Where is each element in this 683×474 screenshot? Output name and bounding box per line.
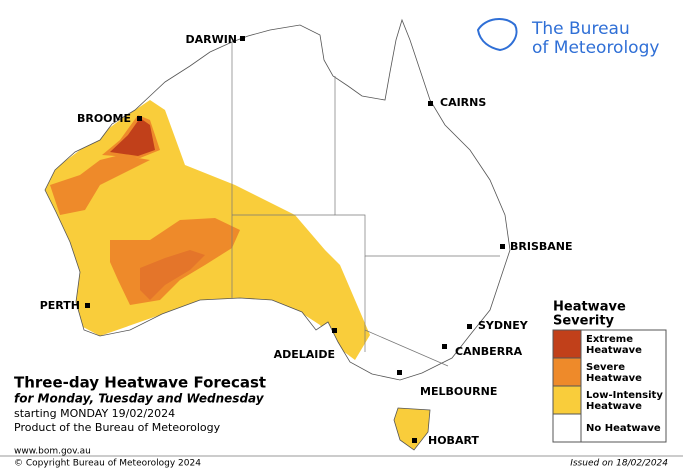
website: www.bom.gov.au	[14, 447, 91, 457]
legend: Heatwave Severity Extreme Heatwave Sever…	[552, 300, 667, 443]
city-label: BRISBANE	[510, 240, 573, 253]
city-label: CAIRNS	[440, 96, 486, 109]
legend-title: Heatwave	[553, 300, 626, 315]
legend-title: Severity	[553, 314, 615, 329]
city-label: SYDNEY	[478, 319, 529, 332]
legend-label: No Heatwave	[586, 423, 661, 434]
city-label: CANBERRA	[455, 345, 523, 358]
legend-swatch	[552, 385, 582, 415]
state-borders	[231, 42, 500, 367]
product: Product of the Bureau of Meteorology	[14, 421, 221, 434]
city-label: BROOME	[77, 112, 131, 125]
logo: The Bureau of Meteorology	[476, 18, 659, 58]
issued: Issued on 18/02/2024	[570, 459, 668, 469]
city-label: HOBART	[428, 434, 479, 447]
legend-label: Extreme	[586, 334, 633, 345]
extreme-area	[110, 118, 155, 156]
city-label: DARWIN	[185, 33, 237, 46]
legend-swatch	[552, 413, 582, 443]
city-label: ADELAIDE	[274, 348, 335, 361]
starting: starting MONDAY 19/02/2024	[14, 407, 175, 420]
legend-label: Heatwave	[586, 345, 642, 356]
legend-label: Severe	[586, 362, 625, 373]
city-label: MELBOURNE	[420, 385, 497, 398]
city-label: PERTH	[40, 299, 80, 312]
legend-swatch	[552, 329, 582, 359]
severe-area	[50, 155, 150, 215]
title: Three-day Heatwave Forecast	[14, 374, 266, 392]
heatwave-areas	[45, 100, 370, 360]
tasmania	[393, 407, 431, 451]
severe-area	[140, 250, 205, 300]
legend-label: Heatwave	[586, 373, 642, 384]
legend-box	[580, 329, 667, 443]
legend-label: Heatwave	[586, 401, 642, 412]
copyright: © Copyright Bureau of Meteorology 2024	[14, 459, 201, 469]
city-labels: DARWIN CAIRNS BROOME BRISBANE PERTH SYDNEY CAN…	[40, 33, 573, 447]
city-markers	[85, 36, 505, 443]
subtitle: for Monday, Tuesday and Wednesday	[14, 392, 265, 406]
legend-label: Low-Intensity	[586, 390, 663, 401]
logo-text: The Bureau	[531, 19, 630, 39]
logo-text: of Meteorology	[532, 38, 659, 58]
legend-swatch	[552, 357, 582, 387]
